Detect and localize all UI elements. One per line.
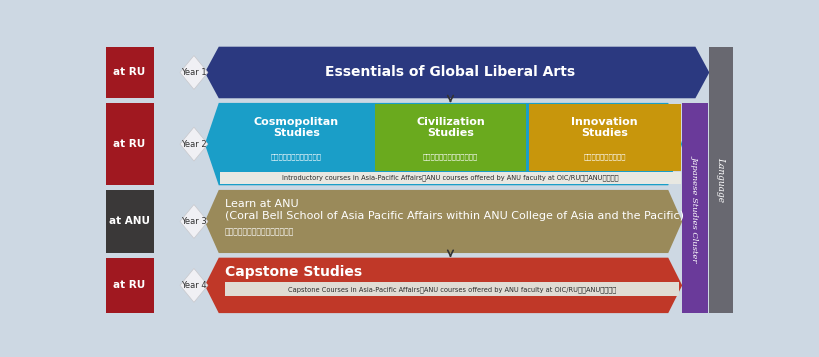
Bar (220, 104, 372, 171)
Text: at ANU: at ANU (109, 216, 150, 226)
Text: 世界の未来を構想する: 世界の未来を構想する (583, 153, 625, 160)
Bar (106, 103, 153, 185)
Text: オーストラリア国立大学での学び: オーストラリア国立大学での学び (224, 227, 294, 236)
Text: Essentials of Global Liberal Arts: Essentials of Global Liberal Arts (325, 65, 575, 80)
Bar (528, 104, 680, 171)
Polygon shape (180, 56, 208, 89)
Text: Introductory courses in Asia-Pacific Affairs（ANU courses offered by ANU faculty : Introductory courses in Asia-Pacific Aff… (282, 175, 618, 181)
Text: Japanese Studies Cluster: Japanese Studies Cluster (690, 155, 698, 261)
Bar (106, 258, 153, 313)
Text: Cosmopolitan
Studies: Cosmopolitan Studies (253, 117, 338, 138)
Bar (708, 47, 731, 313)
Text: 世界のタテのつながりを学ぶ: 世界のタテのつながりを学ぶ (423, 153, 477, 160)
Bar (106, 190, 153, 253)
Bar (374, 104, 526, 171)
Bar (106, 47, 153, 98)
Polygon shape (180, 127, 208, 161)
Polygon shape (205, 258, 681, 313)
Polygon shape (205, 103, 681, 185)
Text: Capstone Studies: Capstone Studies (224, 265, 362, 280)
Text: Year 2: Year 2 (181, 140, 206, 149)
Polygon shape (205, 47, 708, 98)
Text: at RU: at RU (113, 280, 146, 290)
Polygon shape (180, 205, 208, 238)
Bar (681, 103, 707, 313)
Text: Learn at ANU
(Coral Bell School of Asia Pacific Affairs within ANU College of As: Learn at ANU (Coral Bell School of Asia … (224, 199, 683, 221)
Text: Capstone Courses in Asia-Pacific Affairs（ANU courses offered by ANU faculty at O: Capstone Courses in Asia-Pacific Affairs… (287, 286, 615, 292)
Text: Language: Language (716, 157, 725, 202)
Text: at RU: at RU (113, 139, 146, 149)
Text: Year 1: Year 1 (181, 68, 206, 77)
Text: Innovation
Studies: Innovation Studies (571, 117, 637, 138)
Text: Civilization
Studies: Civilization Studies (415, 117, 484, 138)
Bar (224, 282, 678, 296)
Bar (220, 172, 680, 184)
Text: Year 4: Year 4 (181, 281, 206, 290)
Text: at RU: at RU (113, 67, 146, 77)
Text: 世界のヨコの広がりを学ぶ: 世界のヨコの広がりを学ぶ (270, 153, 321, 160)
Polygon shape (180, 268, 208, 302)
Text: Year 3: Year 3 (181, 217, 206, 226)
Polygon shape (205, 190, 681, 253)
